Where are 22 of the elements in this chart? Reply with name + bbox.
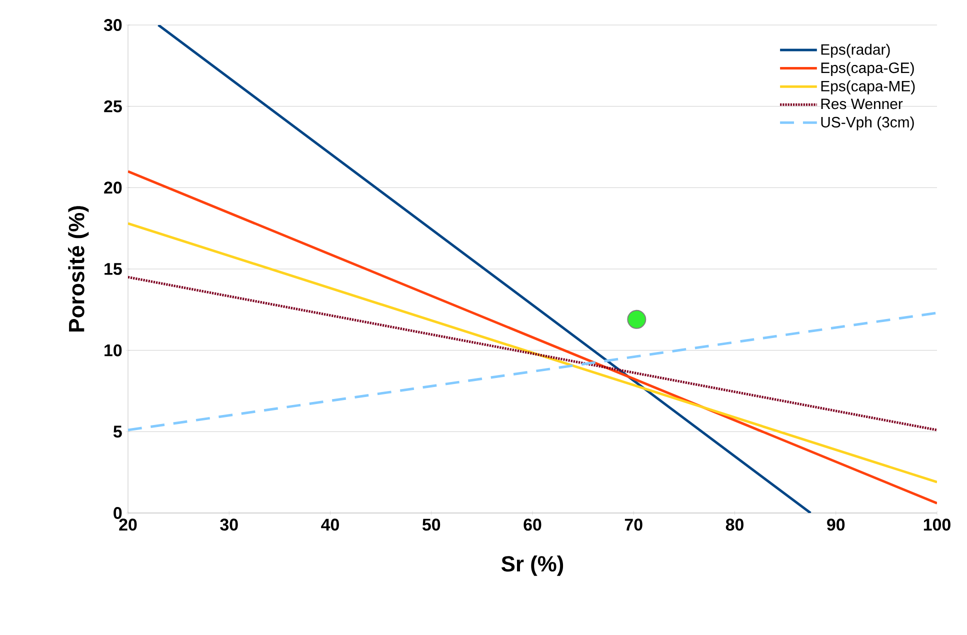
x-tick-label: 30 [220,518,238,531]
y-tick-label: 30 [104,18,122,31]
x-tick-label: 90 [827,518,845,531]
legend-label: Eps(capa-GE) [821,62,914,76]
y-tick-label: 25 [104,100,122,112]
legend-label: Res Wenner [821,98,903,110]
x-tick-label: 70 [624,518,642,531]
y-tick-label: 10 [104,344,122,356]
x-tick-label: 50 [422,518,440,531]
legend-label: Eps(capa-ME) [821,80,915,94]
y-tick-label: 20 [104,182,122,194]
x-tick-label: 100 [924,518,950,531]
y-axis-title: Porosité (%) [68,206,89,332]
legend-label: Eps(radar) [821,44,890,58]
x-axis-title: Sr (%) [501,555,564,576]
y-tick-label: 0 [114,507,122,519]
x-tick-label: 60 [524,518,542,531]
y-tick-label: 15 [104,263,122,275]
legend-label: US-Vph (3cm) [821,116,914,130]
x-tick-label: 40 [321,518,339,531]
x-tick-label: 80 [726,518,744,531]
y-tick-label: 5 [113,426,122,438]
